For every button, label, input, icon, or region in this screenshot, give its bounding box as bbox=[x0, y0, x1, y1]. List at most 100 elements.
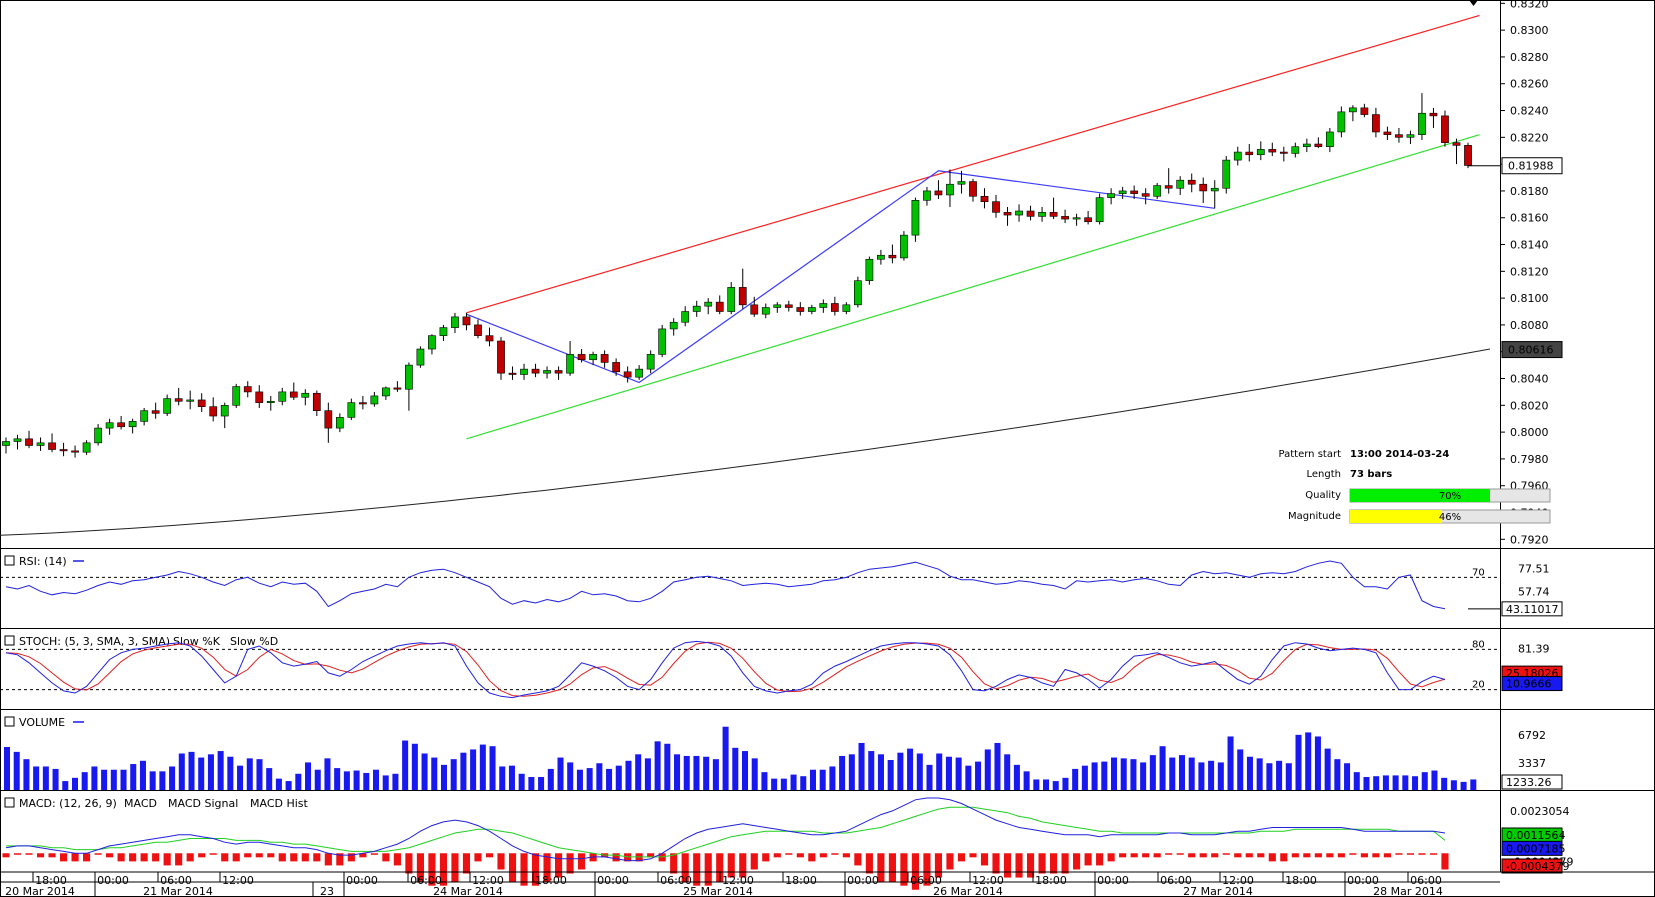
volume-bar bbox=[586, 768, 593, 790]
candle-body bbox=[658, 328, 667, 355]
volume-bar bbox=[1246, 756, 1253, 790]
price-tick-label: 0.8100 bbox=[1510, 292, 1549, 305]
macd-hist-bar bbox=[1234, 853, 1242, 858]
time-tick-label: 06:00 bbox=[910, 874, 942, 887]
time-tick-label: 06:00 bbox=[410, 874, 442, 887]
macd-hist-bar bbox=[1314, 853, 1322, 858]
volume-bar bbox=[440, 764, 447, 790]
pattern-start-value: 13:00 2014-03-24 bbox=[1350, 449, 1449, 460]
ma-value-box bbox=[1501, 341, 1563, 359]
volume-bar bbox=[771, 778, 778, 790]
volume-bar bbox=[1460, 781, 1467, 790]
candle-body bbox=[1441, 115, 1449, 143]
volume-bar bbox=[1062, 777, 1069, 790]
macd-hist-bar bbox=[451, 853, 459, 882]
time-tick-label: 18:00 bbox=[1285, 874, 1317, 887]
magnitude-label: Magnitude bbox=[1288, 511, 1341, 522]
volume-bar bbox=[839, 755, 846, 790]
macd-hist-bar bbox=[175, 853, 183, 866]
stoch-tick-label: 81.39 bbox=[1518, 642, 1550, 655]
candle-body bbox=[1429, 112, 1438, 117]
candle-body bbox=[1164, 185, 1173, 189]
candle-body bbox=[266, 400, 275, 403]
volume-bar bbox=[33, 766, 40, 790]
candle-body bbox=[71, 450, 79, 453]
macd-hist-bar bbox=[163, 853, 171, 866]
macd-hist-bar bbox=[198, 853, 206, 858]
candle-body bbox=[117, 422, 125, 428]
volume-bar bbox=[1149, 755, 1156, 790]
candle-body bbox=[1222, 159, 1231, 189]
macd-hist-legend: MACD Hist bbox=[250, 797, 309, 810]
candle-body bbox=[428, 335, 436, 350]
candle-body bbox=[1360, 107, 1369, 115]
candle-body bbox=[1464, 145, 1472, 166]
macd-hist-bar bbox=[255, 853, 263, 858]
candle-body bbox=[1233, 151, 1242, 161]
candle-body bbox=[1395, 134, 1403, 138]
price-tick-label: 0.8000 bbox=[1510, 426, 1549, 439]
date-label: 27 Mar 2014 bbox=[1183, 885, 1253, 897]
candle-body bbox=[220, 405, 229, 417]
magnitude-value: 46% bbox=[1439, 512, 1461, 523]
volume-bar bbox=[460, 752, 467, 790]
macd-hist-bar bbox=[13, 853, 22, 855]
volume-bar bbox=[848, 754, 855, 790]
price-tick-label: 0.8160 bbox=[1510, 212, 1549, 225]
macd-hist-bar bbox=[762, 853, 770, 862]
stoch-k-current-label: 10.9666 bbox=[1506, 678, 1552, 691]
candle-body bbox=[969, 181, 977, 197]
volume-bar bbox=[712, 759, 719, 790]
volume-bar bbox=[926, 764, 933, 790]
volume-tick-label: 6792 bbox=[1518, 729, 1546, 742]
candle-body bbox=[900, 234, 908, 259]
candle-body bbox=[957, 181, 966, 185]
volume-title: VOLUME bbox=[19, 716, 65, 729]
macd-hist-bar bbox=[1211, 853, 1219, 858]
candle-body bbox=[623, 371, 632, 378]
macd-hist-bar bbox=[1441, 853, 1449, 870]
quality-value: 70% bbox=[1439, 491, 1461, 502]
volume-bar bbox=[1412, 776, 1419, 790]
macd-hist-bar bbox=[336, 853, 344, 866]
macd-hist-bar bbox=[739, 853, 747, 878]
macd-hist-bar bbox=[1199, 853, 1207, 858]
candle-body bbox=[738, 287, 747, 306]
volume-bar bbox=[557, 757, 564, 790]
candle-body bbox=[1383, 131, 1392, 135]
macd-hist-bar bbox=[244, 853, 252, 858]
volume-bar bbox=[130, 764, 137, 790]
stoch-d-legend: Slow %D bbox=[230, 635, 278, 648]
quality-bar-fill bbox=[1350, 489, 1490, 502]
date-label: 24 Mar 2014 bbox=[433, 885, 503, 897]
candle-body bbox=[174, 398, 183, 402]
volume-bar bbox=[178, 753, 185, 790]
candle-body bbox=[358, 402, 367, 405]
time-tick-label: 12:00 bbox=[222, 874, 254, 887]
candle-body bbox=[888, 254, 897, 259]
macd-hist-bar bbox=[347, 853, 355, 862]
volume-bar bbox=[62, 781, 69, 790]
volume-bar bbox=[809, 769, 816, 790]
volume-bar bbox=[945, 756, 952, 790]
volume-bar bbox=[1004, 754, 1011, 790]
volume-bar bbox=[353, 770, 360, 790]
candle-body bbox=[82, 442, 91, 453]
macd-hist-bar bbox=[854, 853, 862, 866]
macd-hist-bar bbox=[531, 853, 540, 886]
volume-bar bbox=[431, 757, 438, 790]
candle-body bbox=[1003, 212, 1012, 216]
volume-bar bbox=[742, 751, 749, 790]
macd-current-label: 0.0011564 bbox=[1506, 829, 1566, 842]
candle-body bbox=[784, 304, 793, 308]
candle-body bbox=[715, 301, 724, 312]
candle-body bbox=[830, 303, 839, 312]
candle-body bbox=[1210, 187, 1219, 192]
date-label: 28 Mar 2014 bbox=[1373, 885, 1443, 897]
candle-body bbox=[393, 387, 402, 390]
volume-bar bbox=[246, 758, 253, 790]
volume-bar bbox=[576, 769, 583, 790]
pattern-info-box: Pattern start 13:00 2014-03-24 Length 73… bbox=[1279, 449, 1551, 524]
candle-body bbox=[312, 392, 321, 411]
